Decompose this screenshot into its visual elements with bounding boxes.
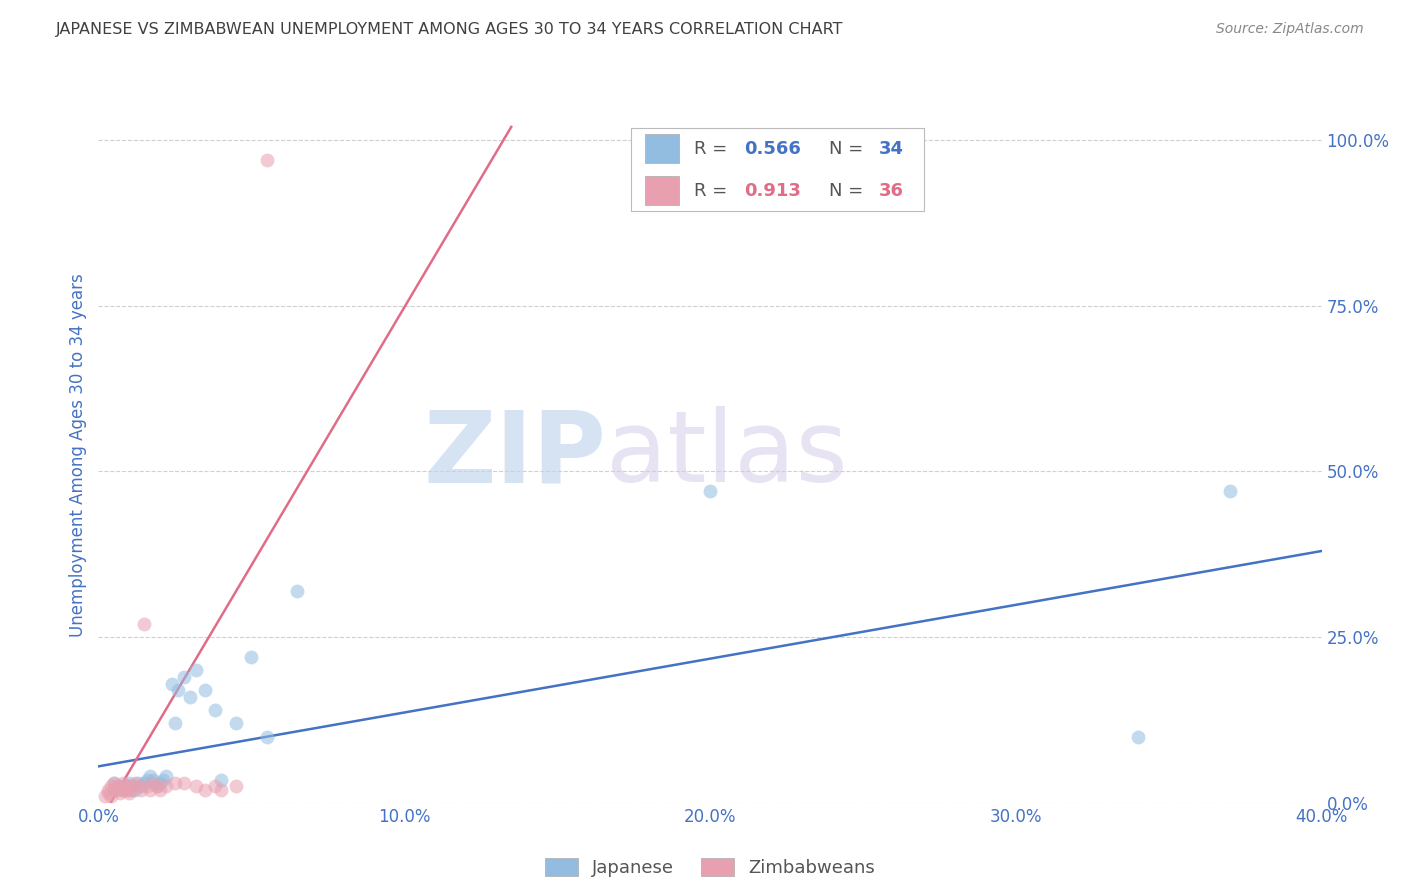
Point bbox=[204, 703, 226, 717]
Point bbox=[194, 782, 217, 797]
Point bbox=[103, 776, 125, 790]
Point bbox=[163, 776, 186, 790]
Point bbox=[285, 583, 308, 598]
Point bbox=[124, 782, 146, 797]
Point bbox=[136, 779, 159, 793]
Point bbox=[121, 782, 143, 797]
Point bbox=[145, 779, 167, 793]
Point bbox=[139, 769, 162, 783]
Point bbox=[115, 779, 138, 793]
Text: ZIP: ZIP bbox=[423, 407, 606, 503]
Point bbox=[209, 782, 232, 797]
Point bbox=[118, 782, 141, 797]
FancyBboxPatch shape bbox=[630, 128, 924, 211]
Point bbox=[256, 730, 278, 744]
Point bbox=[179, 690, 201, 704]
Point bbox=[111, 776, 134, 790]
Point bbox=[149, 776, 172, 790]
Point bbox=[134, 776, 156, 790]
Point bbox=[160, 676, 183, 690]
Text: 34: 34 bbox=[879, 140, 904, 158]
Text: N =: N = bbox=[828, 140, 869, 158]
Point bbox=[149, 782, 172, 797]
Point bbox=[129, 782, 152, 797]
Point bbox=[225, 716, 247, 731]
Point bbox=[100, 789, 122, 804]
Point bbox=[1219, 484, 1241, 499]
Text: Source: ZipAtlas.com: Source: ZipAtlas.com bbox=[1216, 22, 1364, 37]
Point bbox=[111, 782, 134, 797]
Point bbox=[699, 484, 721, 499]
Text: R =: R = bbox=[695, 182, 733, 200]
Point bbox=[145, 779, 167, 793]
Point bbox=[108, 779, 131, 793]
Point bbox=[97, 782, 120, 797]
Point bbox=[186, 779, 208, 793]
Text: JAPANESE VS ZIMBABWEAN UNEMPLOYMENT AMONG AGES 30 TO 34 YEARS CORRELATION CHART: JAPANESE VS ZIMBABWEAN UNEMPLOYMENT AMON… bbox=[56, 22, 844, 37]
Point bbox=[1128, 730, 1150, 744]
Point bbox=[124, 776, 146, 790]
Point bbox=[97, 786, 120, 800]
Point bbox=[142, 772, 165, 787]
Point bbox=[194, 683, 217, 698]
Point bbox=[163, 716, 186, 731]
Point bbox=[142, 776, 165, 790]
Point bbox=[127, 779, 149, 793]
Point bbox=[204, 779, 226, 793]
Text: 36: 36 bbox=[879, 182, 904, 200]
Point bbox=[139, 782, 162, 797]
Point bbox=[108, 779, 131, 793]
Point bbox=[155, 769, 177, 783]
Point bbox=[134, 616, 156, 631]
Bar bbox=[645, 134, 679, 163]
Point bbox=[93, 789, 115, 804]
Text: N =: N = bbox=[828, 182, 869, 200]
Point bbox=[118, 776, 141, 790]
Point bbox=[103, 782, 125, 797]
Point bbox=[136, 772, 159, 787]
Point bbox=[225, 779, 247, 793]
Text: R =: R = bbox=[695, 140, 733, 158]
Y-axis label: Unemployment Among Ages 30 to 34 years: Unemployment Among Ages 30 to 34 years bbox=[69, 273, 87, 637]
Point bbox=[256, 153, 278, 167]
Point bbox=[105, 779, 128, 793]
Point bbox=[152, 772, 174, 787]
Point bbox=[209, 772, 232, 787]
Point bbox=[103, 776, 125, 790]
Point bbox=[240, 650, 263, 665]
Point bbox=[121, 779, 143, 793]
Point bbox=[167, 683, 190, 698]
Point bbox=[105, 782, 128, 797]
Point bbox=[115, 779, 138, 793]
Legend: Japanese, Zimbabweans: Japanese, Zimbabweans bbox=[538, 850, 882, 884]
Point bbox=[115, 782, 138, 797]
Point bbox=[155, 779, 177, 793]
Text: atlas: atlas bbox=[606, 407, 848, 503]
Point bbox=[108, 786, 131, 800]
Point bbox=[118, 779, 141, 793]
Point bbox=[127, 776, 149, 790]
Bar bbox=[645, 176, 679, 205]
Point bbox=[129, 779, 152, 793]
Text: 0.566: 0.566 bbox=[744, 140, 801, 158]
Point bbox=[173, 776, 195, 790]
Point bbox=[173, 670, 195, 684]
Text: 0.913: 0.913 bbox=[744, 182, 801, 200]
Point bbox=[118, 786, 141, 800]
Point bbox=[186, 663, 208, 677]
Point bbox=[100, 779, 122, 793]
Point bbox=[111, 782, 134, 797]
